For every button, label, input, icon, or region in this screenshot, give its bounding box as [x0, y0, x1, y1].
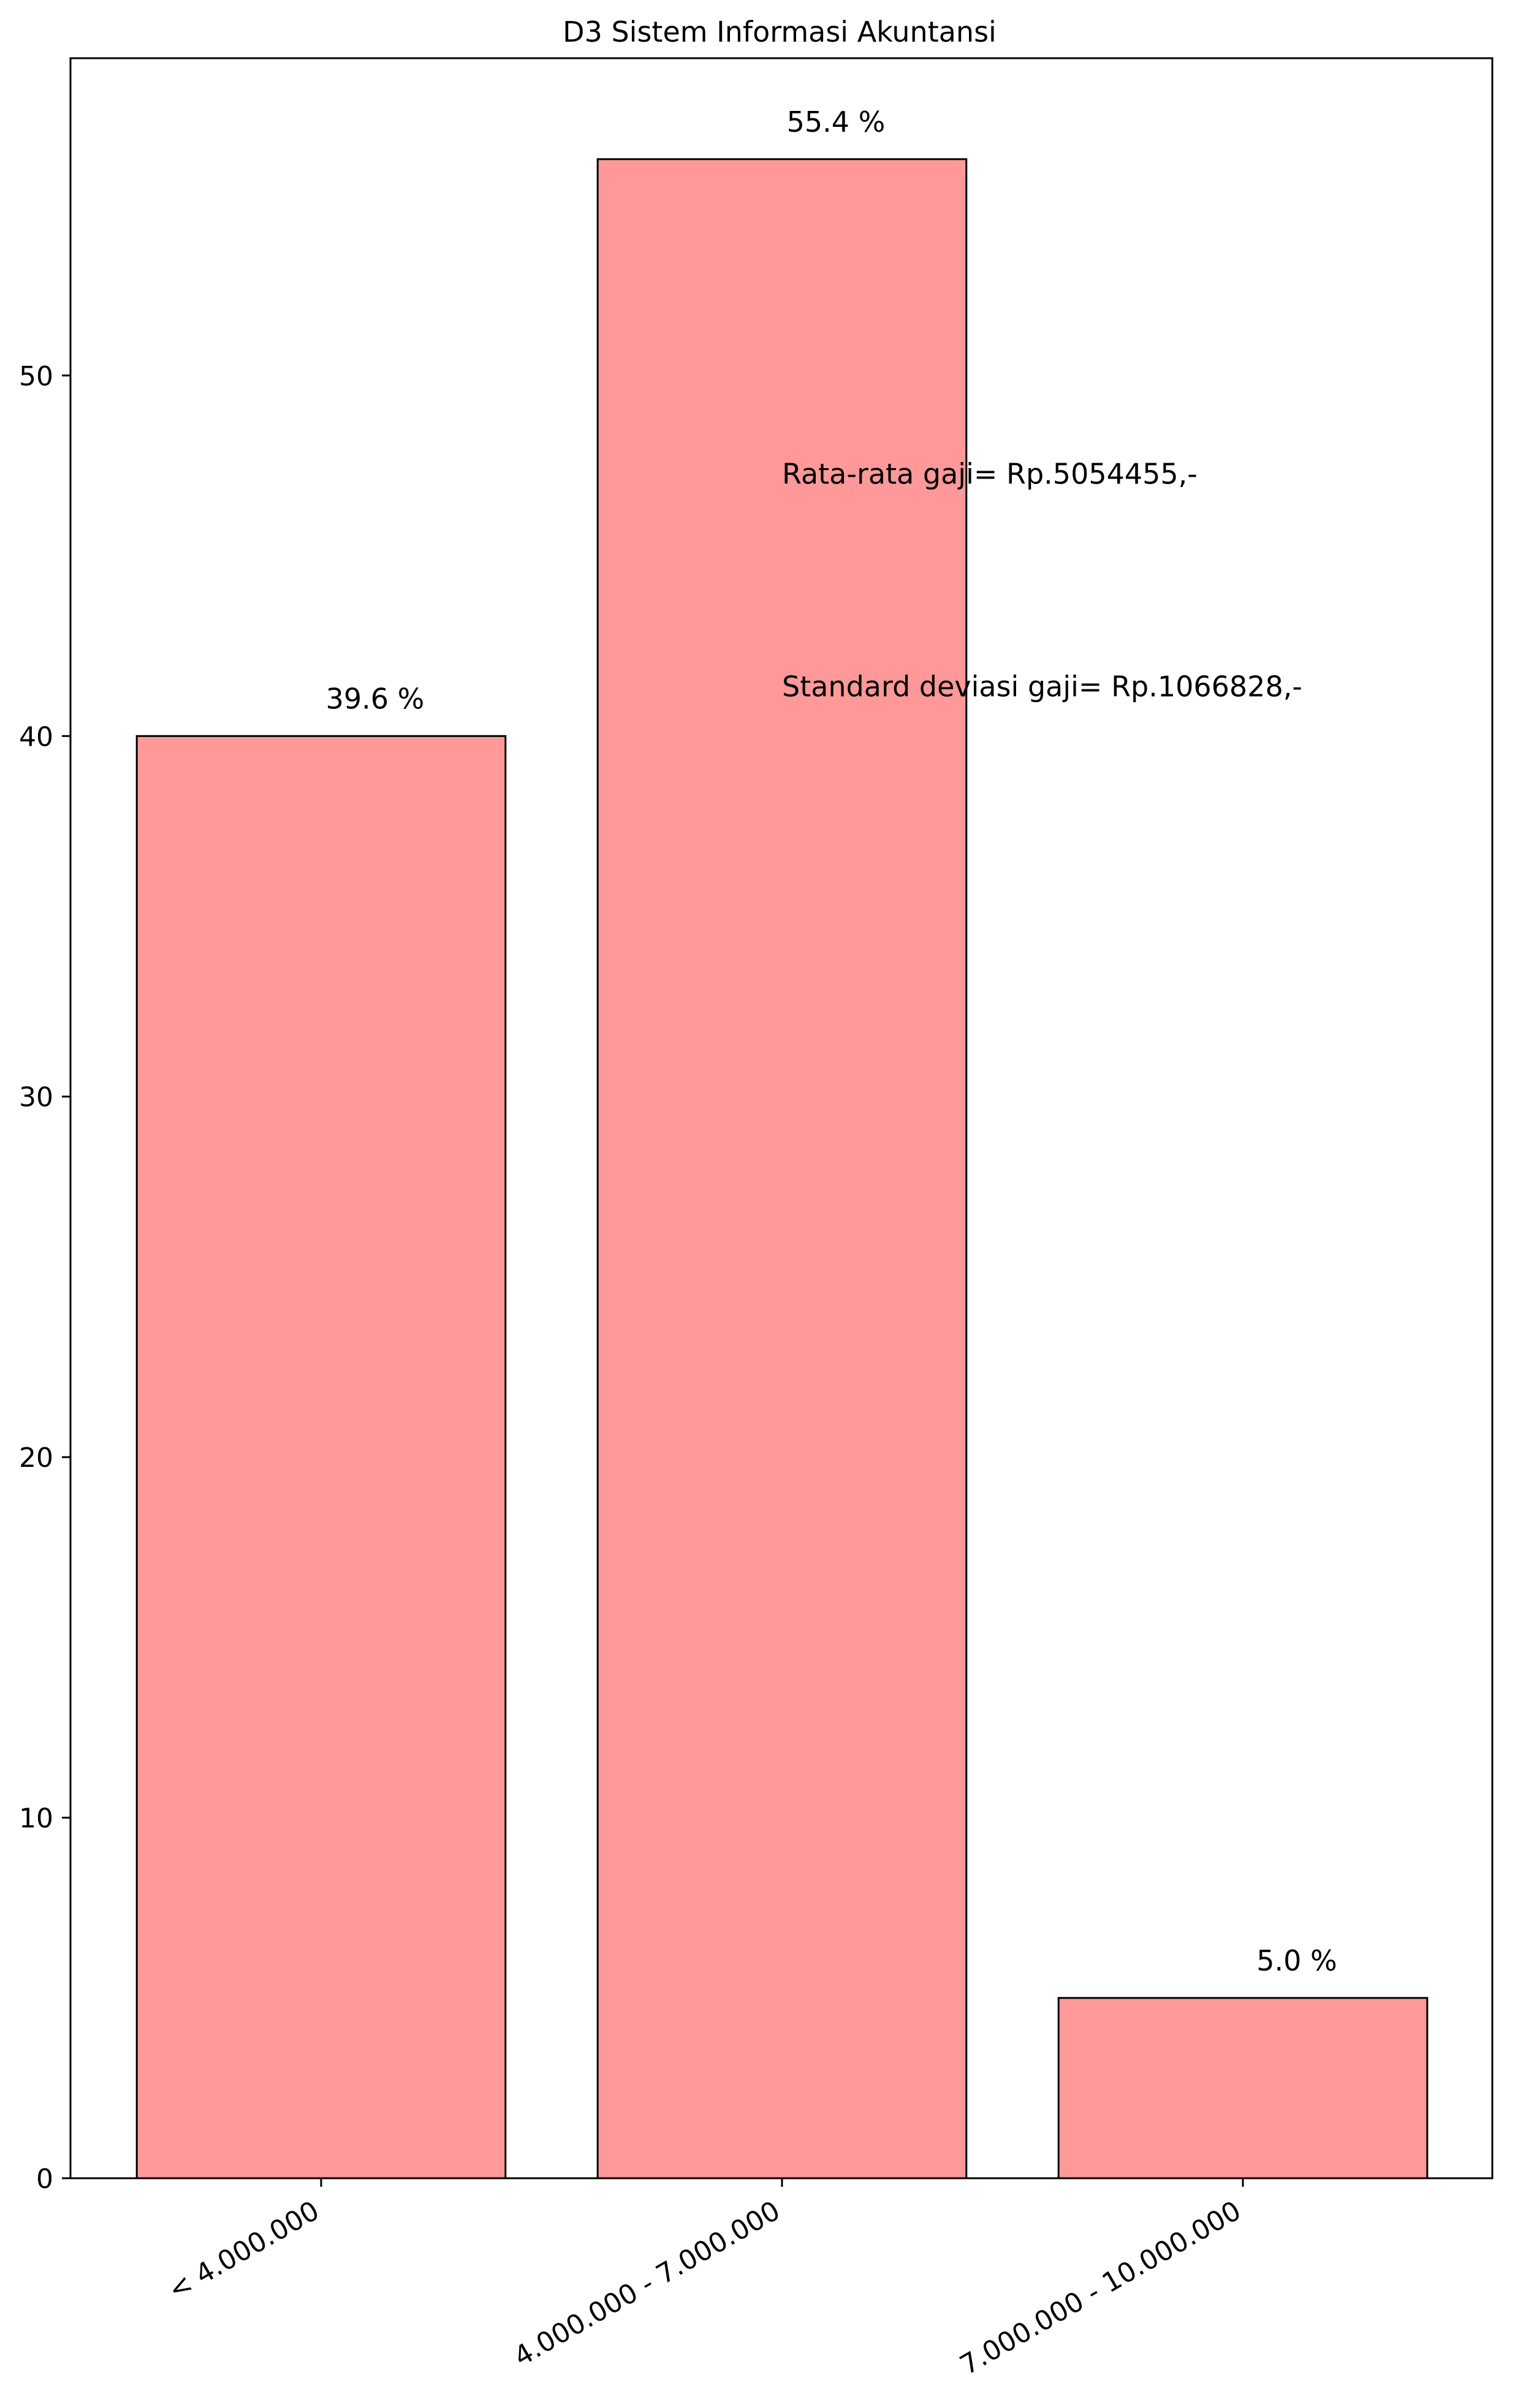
- x-tick-label: < 4.000.000: [163, 2195, 324, 2306]
- bar-labels-layer: 39.6 % 55.4 % 5.0 %: [326, 105, 1337, 1977]
- annotation-text: Rata-rata gaji= Rp.5054455,-: [782, 457, 1198, 490]
- y-tick-label: 40: [19, 721, 53, 752]
- y-tick-label: 20: [19, 1442, 53, 1474]
- y-tick-label: 0: [36, 2164, 53, 2195]
- bar-value-label: 55.4 %: [787, 105, 886, 138]
- annotations-layer: Rata-rata gaji= Rp.5054455,- Standard dev…: [782, 457, 1302, 703]
- x-tick-label: 4.000.000 - 7.000.000: [509, 2195, 785, 2372]
- plot-frame: [69, 57, 1494, 2179]
- annotation-text: Standard deviasi gaji= Rp.1066828,-: [782, 670, 1302, 703]
- bar-value-label: 39.6 %: [326, 682, 425, 715]
- bar-value-label: 5.0 %: [1256, 1944, 1337, 1977]
- bar-0: [135, 735, 507, 2179]
- y-axis: 0 10 20 30 40 50: [19, 361, 70, 2195]
- y-tick-label: 30: [19, 1082, 53, 1113]
- y-tick-label: 10: [19, 1803, 53, 1834]
- bars-layer: [135, 158, 1429, 2179]
- chart-title: D3 Sistem Informasi Akuntansi: [563, 15, 997, 48]
- bar-2: [1057, 1997, 1429, 2179]
- y-tick-label: 50: [19, 361, 53, 392]
- x-axis: < 4.000.000 4.000.000 - 7.000.000 7.000.00…: [163, 2178, 1247, 2381]
- bar-1: [596, 158, 968, 2179]
- x-tick-label: 7.000.000 - 10.000.000: [955, 2195, 1247, 2381]
